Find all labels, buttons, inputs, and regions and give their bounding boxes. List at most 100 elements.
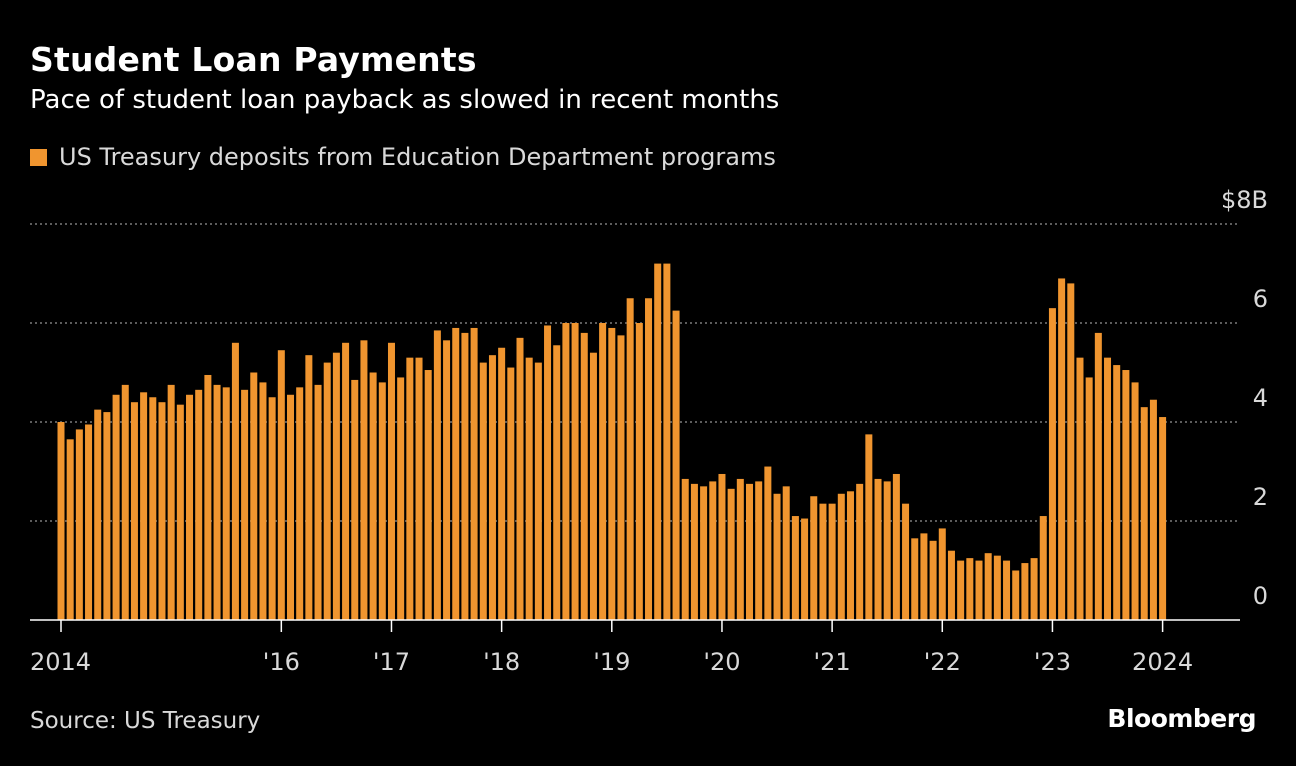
bar bbox=[966, 558, 974, 620]
bar bbox=[700, 486, 708, 620]
bar bbox=[231, 342, 239, 620]
bar bbox=[837, 493, 845, 620]
legend: US Treasury deposits from Education Depa… bbox=[30, 143, 776, 171]
bar bbox=[947, 550, 955, 620]
bar bbox=[287, 394, 294, 620]
bar bbox=[920, 533, 928, 620]
bar bbox=[617, 335, 625, 620]
bar bbox=[727, 488, 735, 620]
bar bbox=[525, 357, 533, 620]
legend-label: US Treasury deposits from Education Depa… bbox=[59, 143, 776, 171]
bar bbox=[544, 325, 552, 620]
x-tick-label: '16 bbox=[263, 648, 300, 676]
bar bbox=[690, 483, 698, 620]
bar bbox=[571, 323, 579, 620]
bar bbox=[635, 323, 643, 620]
bar bbox=[1104, 357, 1112, 620]
bar bbox=[764, 466, 772, 620]
bar bbox=[66, 439, 74, 620]
x-tick-label: '18 bbox=[483, 648, 520, 676]
bar bbox=[268, 397, 276, 620]
bar bbox=[213, 384, 221, 620]
bloomberg-logo: Bloomberg bbox=[1107, 704, 1256, 733]
bar bbox=[1085, 377, 1093, 620]
bar bbox=[681, 478, 689, 620]
y-tick-label: $8B bbox=[1221, 186, 1268, 214]
bar bbox=[911, 538, 919, 620]
bar bbox=[846, 491, 854, 620]
bar bbox=[1058, 278, 1066, 620]
bar bbox=[736, 478, 744, 620]
bar bbox=[1021, 563, 1029, 620]
bar bbox=[975, 560, 983, 620]
bar bbox=[883, 481, 891, 620]
bar bbox=[378, 382, 386, 620]
bar bbox=[819, 503, 827, 620]
bar bbox=[938, 528, 946, 620]
bar bbox=[461, 332, 469, 620]
chart-title: Student Loan Payments bbox=[30, 40, 477, 79]
x-tick-label: '19 bbox=[593, 648, 630, 676]
bar bbox=[305, 355, 313, 620]
bar bbox=[241, 389, 249, 620]
bar bbox=[718, 473, 726, 620]
y-tick-label: 2 bbox=[1253, 483, 1268, 511]
bar bbox=[1149, 399, 1157, 620]
bar bbox=[314, 384, 322, 620]
bar bbox=[856, 483, 864, 620]
bar bbox=[488, 355, 496, 620]
bar bbox=[1012, 570, 1020, 620]
bar bbox=[1076, 357, 1084, 620]
bar bbox=[553, 345, 561, 620]
bar bbox=[85, 424, 93, 620]
bar bbox=[580, 332, 588, 620]
bar bbox=[534, 362, 542, 620]
bar bbox=[121, 384, 129, 620]
bar bbox=[874, 478, 882, 620]
bar bbox=[387, 342, 395, 620]
bar bbox=[663, 263, 671, 620]
bar bbox=[415, 357, 423, 620]
bar bbox=[369, 372, 377, 620]
bar bbox=[984, 553, 992, 620]
bar bbox=[709, 481, 717, 620]
bar bbox=[479, 362, 487, 620]
source-note: Source: US Treasury bbox=[30, 708, 261, 734]
bar bbox=[672, 310, 680, 620]
bar bbox=[277, 350, 285, 620]
bar bbox=[1122, 370, 1130, 620]
bar bbox=[957, 560, 965, 620]
bar bbox=[470, 327, 478, 620]
bar bbox=[562, 323, 570, 620]
bar bbox=[176, 404, 184, 620]
bar bbox=[865, 434, 873, 620]
bar bbox=[158, 402, 166, 620]
bar bbox=[424, 370, 432, 620]
bar bbox=[608, 327, 616, 620]
bar bbox=[332, 352, 340, 620]
bar bbox=[103, 412, 111, 620]
bar bbox=[443, 340, 451, 620]
bar bbox=[929, 540, 937, 620]
bar bbox=[259, 382, 267, 620]
bar bbox=[791, 516, 799, 620]
bar bbox=[773, 493, 781, 620]
x-tick-label: '20 bbox=[703, 648, 740, 676]
bar bbox=[1140, 407, 1148, 620]
bar bbox=[167, 384, 175, 620]
bar bbox=[782, 486, 790, 620]
bar bbox=[902, 503, 910, 620]
y-tick-label: 6 bbox=[1253, 285, 1268, 313]
bar bbox=[1094, 332, 1102, 620]
bar bbox=[645, 298, 653, 620]
bar bbox=[589, 352, 597, 620]
bar bbox=[828, 503, 836, 620]
bar bbox=[1030, 558, 1038, 620]
legend-swatch bbox=[30, 148, 47, 166]
bar bbox=[342, 342, 350, 620]
bar bbox=[755, 481, 763, 620]
chart-subtitle: Pace of student loan payback as slowed i… bbox=[30, 85, 780, 115]
bar bbox=[406, 357, 414, 620]
bar bbox=[1048, 308, 1056, 620]
